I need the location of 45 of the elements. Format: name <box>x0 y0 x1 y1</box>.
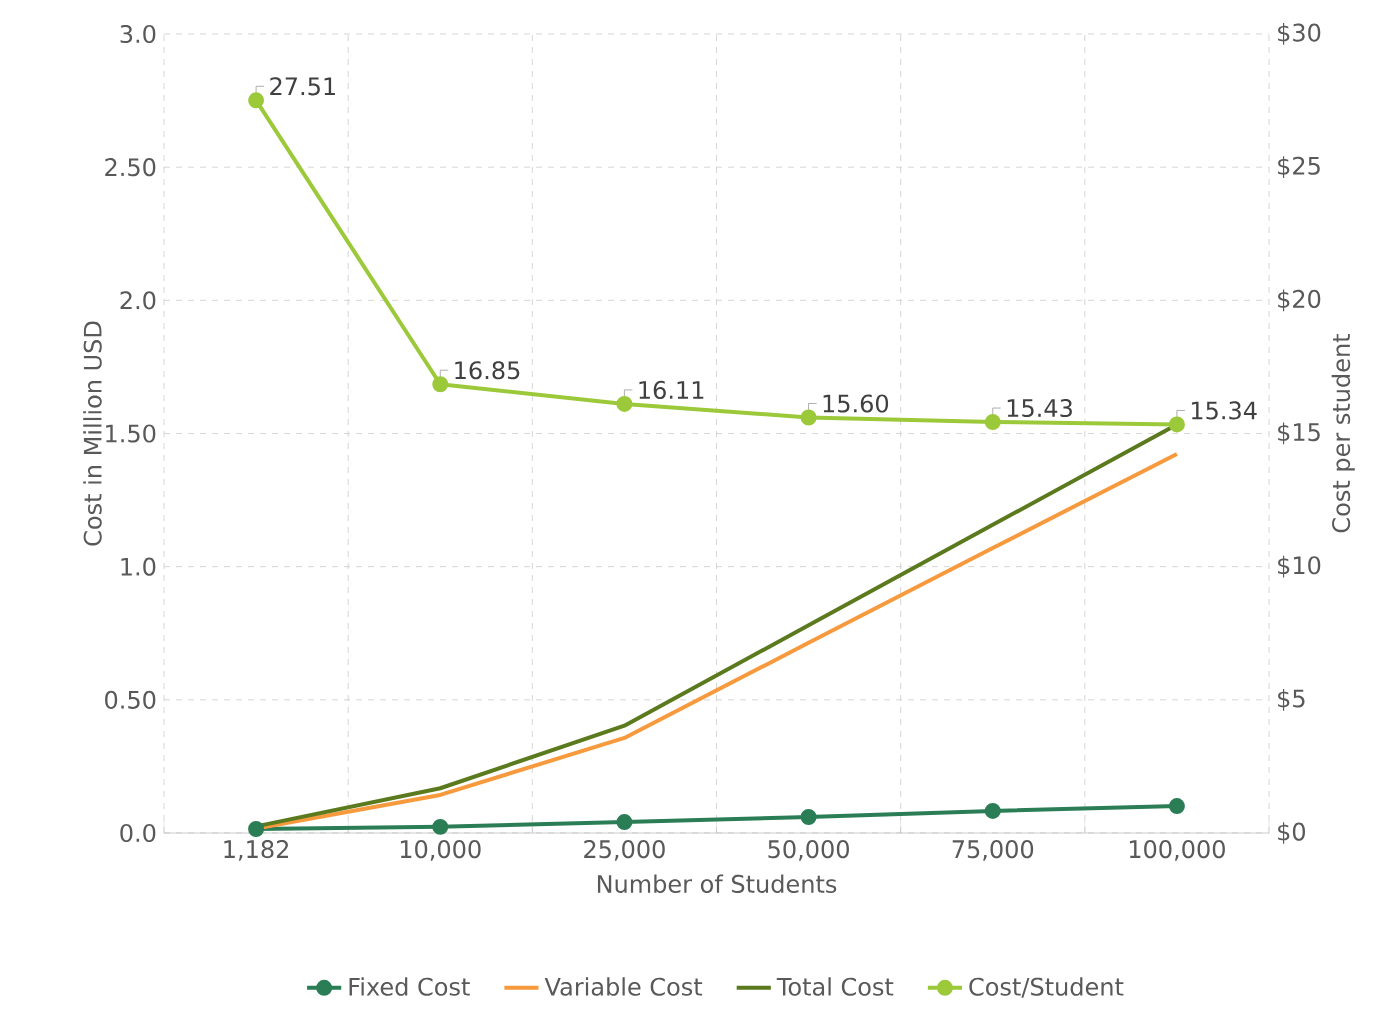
point <box>616 814 633 831</box>
legend-label: Variable Cost <box>544 977 703 996</box>
y2-tick-label: $25 <box>1278 156 1320 179</box>
point <box>800 409 817 426</box>
y-tick-label: 0.50 <box>105 690 156 709</box>
y2-tick-label: $15 <box>1278 422 1320 445</box>
data-label: 16.85 <box>455 361 520 380</box>
x-tick-label: 75,000 <box>952 840 1034 861</box>
x-tick-label: 1,182 <box>224 840 289 861</box>
point <box>1168 798 1185 815</box>
data-label: 27.51 <box>270 77 335 96</box>
point <box>984 802 1001 819</box>
y2-tick-label: $0 <box>1278 822 1306 844</box>
y-tick-label: 3.0 <box>120 24 156 44</box>
y-tick-label: 1.0 <box>121 557 156 576</box>
point <box>984 414 1001 431</box>
y2-tick-label: $5 <box>1278 688 1305 711</box>
point <box>248 92 265 109</box>
data-label: 15.43 <box>1007 398 1072 418</box>
point <box>800 809 817 826</box>
x-tick-label: 10,000 <box>400 840 481 861</box>
point <box>616 395 633 412</box>
y-tick-label: 0.0 <box>120 823 156 843</box>
y-tick-label: 1.50 <box>106 424 156 443</box>
x-axis-title: Number of Students <box>597 874 837 893</box>
data-label: 15.34 <box>1191 401 1257 420</box>
x-tick-label: 100,000 <box>1129 840 1225 861</box>
y-tick-label: 2.0 <box>120 291 156 310</box>
y2-tick-label: $10 <box>1278 555 1321 578</box>
data-label: 15.60 <box>823 394 889 413</box>
y-axis-title: Cost in Million USD <box>83 321 102 546</box>
point <box>432 376 449 393</box>
point <box>248 821 265 838</box>
legend-label: Total Cost <box>776 977 894 996</box>
data-label: 16.11 <box>639 380 704 400</box>
y2-tick-label: $20 <box>1278 289 1321 312</box>
y2-axis-title: Cost per student <box>1331 333 1355 533</box>
y2-tick-label: $30 <box>1278 23 1321 45</box>
point <box>1168 416 1185 433</box>
x-tick-label: 50,000 <box>768 840 849 861</box>
legend-label: Cost/Student <box>969 977 1124 998</box>
point <box>432 818 449 835</box>
x-tick-label: 25,000 <box>584 840 665 861</box>
y-tick-label: 2.50 <box>105 158 156 177</box>
legend-label: Fixed Cost <box>349 977 470 996</box>
